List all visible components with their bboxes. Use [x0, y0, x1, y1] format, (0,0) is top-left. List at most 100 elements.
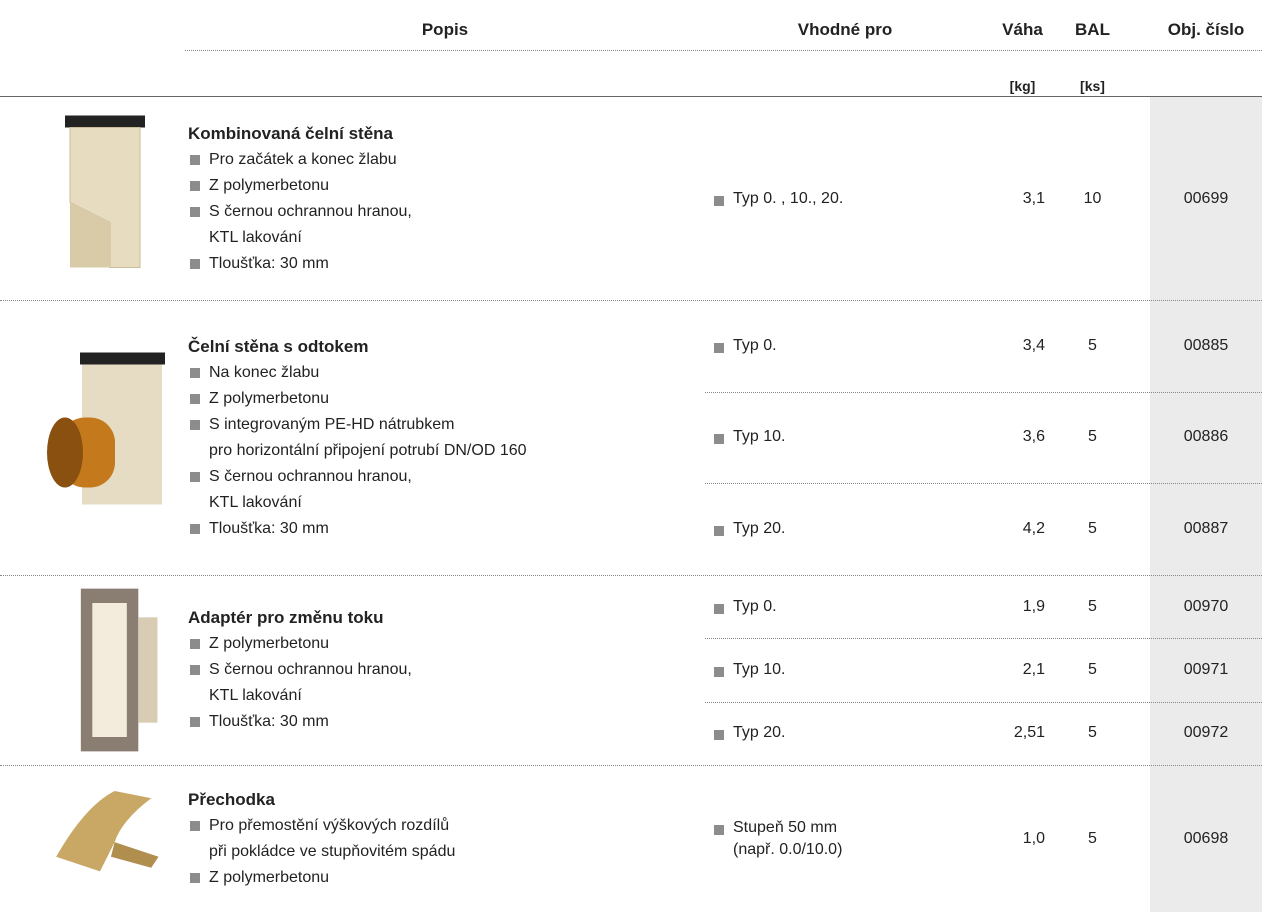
weight: 1,9	[985, 596, 1045, 618]
weight: 3,4	[985, 335, 1045, 357]
suitable-line: Typ 10.	[712, 426, 972, 448]
code-cell: 00971	[1150, 638, 1262, 701]
unit-bal: [ks]	[1065, 78, 1120, 94]
code-cell: 00885	[1150, 300, 1262, 392]
bal-cell: 5	[1065, 392, 1120, 484]
header-weight: Váha	[990, 20, 1055, 40]
code-cell: 00886	[1150, 392, 1262, 484]
weight: 3,6	[985, 426, 1045, 448]
bullet-line: Na konec žlabu	[188, 360, 668, 386]
code: 00699	[1150, 188, 1262, 210]
code: 00885	[1150, 335, 1262, 357]
bal-cell: 10	[1065, 97, 1120, 300]
code-cell: 00970	[1150, 575, 1262, 638]
product-title: Čelní stěna s odtokem	[188, 334, 668, 360]
weight-cell: 1,9	[985, 575, 1045, 638]
bal: 5	[1065, 426, 1120, 448]
code-cell: 00699	[1150, 97, 1262, 300]
header-rule	[185, 50, 1262, 51]
weight: 3,1	[985, 188, 1045, 210]
code: 00970	[1150, 596, 1262, 618]
code: 00886	[1150, 426, 1262, 448]
suitable: Typ 0.	[712, 575, 972, 638]
code: 00972	[1150, 722, 1262, 744]
suitable: Typ 20.	[712, 483, 972, 575]
header-code: Obj. číslo	[1150, 20, 1262, 40]
bal: 5	[1065, 828, 1120, 850]
bal: 5	[1065, 335, 1120, 357]
bullet-line: při pokládce ve stupňovitém spádu	[188, 839, 668, 865]
header-popis: Popis	[400, 20, 490, 40]
bullet-line: Tloušťka: 30 mm	[188, 709, 668, 735]
weight-cell: 3,6	[985, 392, 1045, 484]
suitable-line: Stupeň 50 mm	[712, 817, 972, 839]
bal: 5	[1065, 659, 1120, 681]
weight-cell: 2,51	[985, 702, 1045, 765]
page: Popis Vhodné pro Váha BAL Obj. číslo [kg…	[0, 0, 1262, 912]
weight-cell: 3,4	[985, 300, 1045, 392]
product-image	[20, 579, 180, 761]
product-title: Adaptér pro změnu toku	[188, 605, 668, 631]
weight: 1,0	[985, 828, 1045, 850]
bullet-line: Z polymerbetonu	[188, 386, 668, 412]
code-cell: 00698	[1150, 765, 1262, 912]
bullet-line: pro horizontální připojení potrubí DN/OD…	[188, 438, 668, 464]
bal: 10	[1065, 188, 1120, 210]
suitable-line: Typ 0.	[712, 335, 972, 357]
bullet-line: Pro začátek a konec žlabu	[188, 147, 668, 173]
bal: 5	[1065, 596, 1120, 618]
code: 00698	[1150, 828, 1262, 850]
header-bal: BAL	[1065, 20, 1120, 40]
suitable: Stupeň 50 mm(např. 0.0/10.0)	[712, 765, 972, 912]
product-drawing	[20, 769, 180, 908]
suitable: Typ 0.	[712, 300, 972, 392]
bullet-line: S černou ochrannou hranou,	[188, 657, 668, 683]
code: 00971	[1150, 659, 1262, 681]
bal-cell: 5	[1065, 765, 1120, 912]
bullet-line: Pro přemostění výškových rozdílů	[188, 813, 668, 839]
weight-cell: 4,2	[985, 483, 1045, 575]
header-suitable: Vhodné pro	[770, 20, 920, 40]
bullet-line: Z polymerbetonu	[188, 865, 668, 891]
weight-cell: 2,1	[985, 638, 1045, 701]
suitable-line: Typ 10.	[712, 659, 972, 681]
weight: 2,1	[985, 659, 1045, 681]
product-drawing	[20, 579, 180, 761]
suitable: Typ 10.	[712, 392, 972, 484]
bullet-line: Z polymerbetonu	[188, 631, 668, 657]
weight: 4,2	[985, 518, 1045, 540]
weight-cell: 3,1	[985, 97, 1045, 300]
suitable: Typ 0. , 10., 20.	[712, 97, 972, 300]
bullet-line: Z polymerbetonu	[188, 173, 668, 199]
bullet-line: Tloušťka: 30 mm	[188, 516, 668, 542]
suitable-line: Typ 20.	[712, 518, 972, 540]
bal-cell: 5	[1065, 483, 1120, 575]
code-cell: 00972	[1150, 702, 1262, 765]
product-image	[20, 304, 180, 571]
bal-cell: 5	[1065, 638, 1120, 701]
suitable-line: (např. 0.0/10.0)	[712, 839, 972, 861]
bullet-line: KTL lakování	[188, 490, 668, 516]
bal: 5	[1065, 722, 1120, 744]
product-drawing	[20, 101, 180, 296]
bullet-line: S integrovaným PE-HD nátrubkem	[188, 412, 668, 438]
unit-weight: [kg]	[990, 78, 1055, 94]
bullet-line: KTL lakování	[188, 683, 668, 709]
code-cell: 00887	[1150, 483, 1262, 575]
suitable-line: Typ 20.	[712, 722, 972, 744]
suitable-line: Typ 0.	[712, 596, 972, 618]
bal-cell: 5	[1065, 300, 1120, 392]
product-title: Kombinovaná čelní stěna	[188, 121, 668, 147]
product-image	[20, 769, 180, 908]
bullet-line: KTL lakování	[188, 225, 668, 251]
code: 00887	[1150, 518, 1262, 540]
product-drawing	[20, 304, 180, 571]
weight: 2,51	[985, 722, 1045, 744]
bullet-line: S černou ochrannou hranou,	[188, 464, 668, 490]
suitable: Typ 20.	[712, 702, 972, 765]
suitable-line: Typ 0. , 10., 20.	[712, 188, 972, 210]
